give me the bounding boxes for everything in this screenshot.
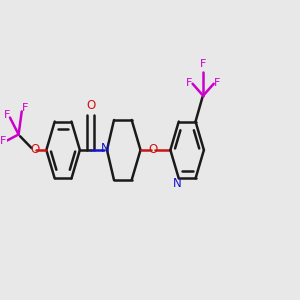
Text: F: F [214,78,220,88]
Text: F: F [0,136,6,146]
Text: O: O [31,143,40,156]
Text: F: F [186,78,192,88]
Text: N: N [101,142,110,155]
Text: F: F [4,110,10,120]
Text: O: O [86,99,95,112]
Text: N: N [173,177,182,190]
Text: F: F [200,59,206,69]
Text: O: O [148,143,158,156]
Text: F: F [22,103,28,113]
